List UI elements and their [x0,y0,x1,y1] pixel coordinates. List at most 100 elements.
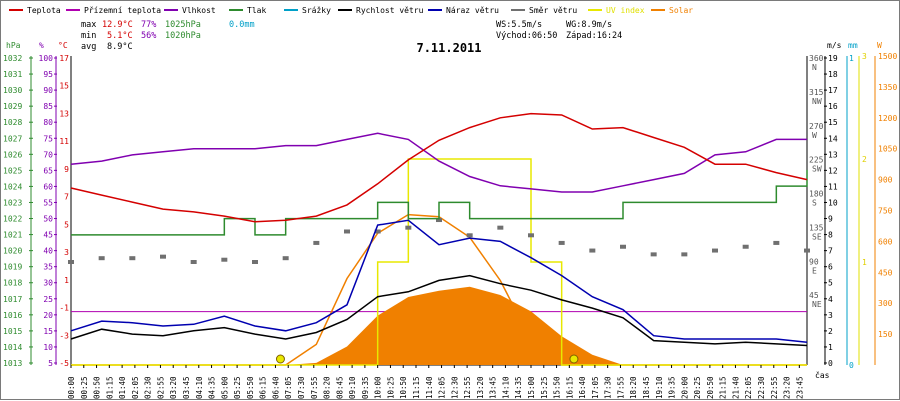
temp-tick-label: -1 [59,304,69,313]
x-tick-label: 20:25 [693,376,702,399]
stat-max-hum: 77% [141,20,156,30]
axis-title-w: W [877,41,882,50]
pct-tick-label: 35 [43,263,53,272]
x-tick-label: 20:00 [680,376,689,399]
x-tick-label: 11:40 [425,376,434,399]
ms-tick-label: 4 [828,295,833,304]
wind-direction-point [68,260,74,264]
ms-tick-label: 12 [828,166,838,175]
wind-direction-point [589,248,596,253]
x-tick-label: 12:55 [463,376,472,399]
uv-tick-label: 3 [862,52,867,61]
mm-tick-label: 0 [849,361,854,370]
hpa-tick-label: 1029 [3,102,22,111]
mm-tick-label: 1 [849,54,854,63]
x-tick-label: 15:25 [540,376,549,399]
axis-title-hpa: hPa [6,41,21,50]
x-tick-label: 08:45 [335,376,344,399]
x-tick-label: 00:50 [93,376,102,399]
series-uv [71,158,807,366]
stat-avg-label: avg [81,42,96,52]
hpa-tick-label: 1015 [3,327,22,336]
w-tick-label: 750 [878,207,893,216]
temp-tick-label: -3 [59,331,69,340]
pct-tick-label: 25 [43,295,53,304]
x-tick-label: 21:40 [731,376,740,399]
x-tick-label: 01:15 [105,376,114,399]
pct-tick-label: 20 [43,311,53,320]
x-tick-label: 01:40 [118,376,127,399]
x-tick-label: 22:05 [744,376,753,399]
w-tick-label: 450 [878,268,893,277]
pct-tick-label: 50 [43,215,53,224]
x-tick-label: 21:15 [719,376,728,399]
hpa-tick-label: 1023 [3,198,22,207]
x-tick-label: 07:55 [310,376,319,399]
w-tick-label: 1050 [878,145,897,154]
wind-direction-point [374,229,381,234]
hpa-tick-label: 1026 [3,150,22,159]
x-tick-label: 19:35 [668,376,677,399]
wind-direction-point [282,256,289,261]
wind-direction-point [436,218,442,223]
hpa-tick-label: 1016 [3,311,22,320]
ms-tick-label: 16 [828,102,838,111]
pct-tick-label: 65 [43,166,53,175]
temp-tick-label: 17 [59,54,69,63]
ms-tick-label: 17 [828,86,838,95]
wind-direction-point [190,260,197,264]
dir-tick-label: 225 [809,156,824,165]
x-tick-label: 05:00 [220,376,229,399]
stat-max-press: 1025hPa [165,20,201,30]
axis-title-pct: % [39,41,44,50]
legend-uv: UV index [606,6,645,15]
x-tick-label: 06:40 [271,376,280,399]
stat-sunset: Západ:16:24 [566,31,622,41]
wind-gust-line [70,219,808,343]
legend-wind-speed: Rychlost větru [356,6,424,15]
hpa-tick-label: 1024 [3,182,22,191]
legend-pressure: Tlak [247,6,266,15]
wind-direction-point [681,252,688,257]
pct-tick-label: 30 [43,279,53,288]
dir-tick-compass: NW [812,97,822,106]
w-tick-label: 600 [878,237,893,246]
wind-direction-point [344,229,350,234]
dir-tick-label: 360 [809,54,824,63]
dir-tick-compass: SW [812,165,822,174]
x-tick-label: 10:00 [374,376,383,399]
dir-tick-label: 90 [809,257,819,266]
temp-tick-label: 15 [59,82,69,91]
stat-max-rain: 0.0mm [229,20,255,30]
x-tick-label: 03:20 [169,376,178,399]
hpa-tick-label: 1021 [3,231,22,240]
legend-wind-gust: Náraz větru [446,6,499,15]
x-tick-label: 04:10 [195,376,204,399]
x-tick-label: 14:10 [501,376,510,399]
wind-direction-point [558,240,565,245]
pct-tick-label: 45 [43,231,53,240]
stat-min-temp: 5.1°C [107,31,133,41]
pct-tick-label: 15 [43,327,53,336]
right-axes: 191817161514131211109876543210360N315NW2… [809,52,897,370]
x-tick-label: 18:20 [629,376,638,399]
ms-tick-label: 19 [828,54,838,63]
temp-tick-label: 11 [59,137,69,146]
x-tick-label: 10:50 [399,376,408,399]
x-tick-label: 02:05 [131,376,140,399]
ms-tick-label: 0 [828,359,833,368]
ms-tick-label: 8 [828,231,833,240]
x-tick-label: 05:50 [246,376,255,399]
uv-tick-label: 1 [862,258,867,267]
hpa-tick-label: 1014 [3,343,22,352]
hpa-tick-label: 1030 [3,86,22,95]
x-tick-label: 15:50 [553,376,562,399]
x-tick-label: 00:00 [67,376,76,399]
pct-tick-label: 10 [43,343,53,352]
wind-direction-point [98,256,105,261]
wind-direction-point [313,240,320,245]
legend-ground-temperature: Přízemní teplota [84,6,161,15]
wind-direction-point [221,257,228,262]
x-tick-label: 19:10 [655,376,664,399]
x-tick-label: 22:30 [757,376,766,399]
